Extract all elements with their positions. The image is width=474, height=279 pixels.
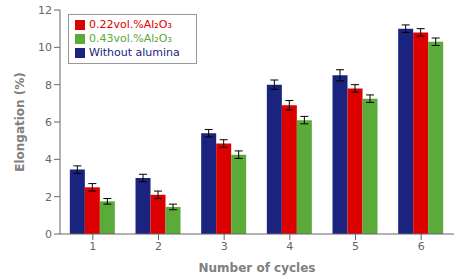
html-text:0.43vol.%Al₂O₃: 0.43vol.%Al₂O₃ (89, 32, 172, 45)
svg-text:6: 6 (418, 240, 425, 253)
svg-text:0: 0 (45, 228, 52, 241)
svg-text:10: 10 (38, 41, 52, 54)
svg-text:4: 4 (286, 240, 293, 253)
html-text:0.22vol.%Al₂O₃: 0.22vol.%Al₂O₃ (89, 18, 172, 31)
svg-text:Number of cycles: Number of cycles (199, 261, 316, 275)
svg-text:1: 1 (89, 240, 96, 253)
svg-text:2: 2 (45, 191, 52, 204)
svg-text:3: 3 (221, 240, 228, 253)
html-text:Without alumina: Without alumina (89, 46, 180, 59)
svg-text:6: 6 (45, 116, 52, 129)
svg-text:Elongation (%): Elongation (%) (13, 72, 27, 172)
svg-text:12: 12 (38, 4, 52, 17)
svg-text:2: 2 (155, 240, 162, 253)
svg-text:8: 8 (45, 79, 52, 92)
svg-text:4: 4 (45, 153, 52, 166)
svg-text:5: 5 (352, 240, 359, 253)
